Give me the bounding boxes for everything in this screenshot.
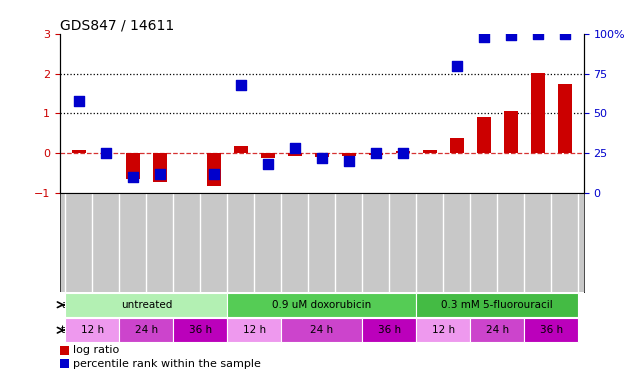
Point [533, 31, 543, 37]
Bar [423, 150, 437, 153]
Bar [362, 318, 416, 342]
Text: 24 h: 24 h [310, 325, 333, 335]
Bar [261, 153, 274, 158]
Bar [315, 153, 329, 157]
Point [236, 82, 246, 88]
Point [560, 31, 570, 37]
Point [74, 98, 84, 104]
Bar [369, 153, 382, 155]
Bar [207, 153, 221, 186]
Text: agent: agent [61, 300, 93, 310]
Text: GDS847 / 14611: GDS847 / 14611 [60, 19, 174, 33]
Text: 36 h: 36 h [540, 325, 563, 335]
Bar [558, 84, 572, 153]
Bar [416, 318, 470, 342]
Text: percentile rank within the sample: percentile rank within the sample [73, 359, 261, 369]
Point [155, 171, 165, 177]
Bar [524, 318, 578, 342]
Text: untreated: untreated [121, 300, 172, 310]
Bar [470, 318, 524, 342]
Bar [281, 318, 362, 342]
Bar [153, 153, 167, 182]
Bar [342, 153, 355, 156]
Bar [174, 318, 227, 342]
Bar [450, 138, 464, 153]
Bar [416, 293, 578, 317]
Point [371, 150, 381, 156]
Point [290, 146, 300, 152]
Bar [72, 150, 86, 153]
Point [101, 150, 111, 156]
Text: 12 h: 12 h [432, 325, 455, 335]
Text: log ratio: log ratio [73, 345, 119, 355]
Point [398, 150, 408, 156]
Text: 0.9 uM doxorubicin: 0.9 uM doxorubicin [272, 300, 372, 310]
Bar [66, 318, 119, 342]
Point [452, 63, 462, 69]
Bar [119, 318, 174, 342]
Bar [504, 111, 517, 153]
Bar [60, 359, 69, 368]
Bar [66, 293, 227, 317]
Bar [477, 117, 490, 153]
Bar [396, 151, 410, 153]
Bar [227, 293, 416, 317]
Text: time: time [61, 325, 86, 335]
Bar [531, 73, 545, 153]
Text: 12 h: 12 h [81, 325, 104, 335]
Text: 36 h: 36 h [189, 325, 212, 335]
Point [262, 161, 273, 167]
Text: 36 h: 36 h [378, 325, 401, 335]
Bar [234, 146, 247, 153]
Point [479, 34, 489, 40]
Point [317, 155, 327, 161]
Bar [288, 153, 302, 156]
Point [505, 32, 516, 38]
Text: 12 h: 12 h [243, 325, 266, 335]
Point [344, 158, 354, 164]
Bar [60, 346, 69, 355]
Point [209, 171, 219, 177]
Point [128, 174, 138, 180]
Text: 0.3 mM 5-fluorouracil: 0.3 mM 5-fluorouracil [442, 300, 553, 310]
Bar [227, 318, 281, 342]
Text: 24 h: 24 h [486, 325, 509, 335]
Text: 24 h: 24 h [135, 325, 158, 335]
Bar [126, 153, 139, 179]
